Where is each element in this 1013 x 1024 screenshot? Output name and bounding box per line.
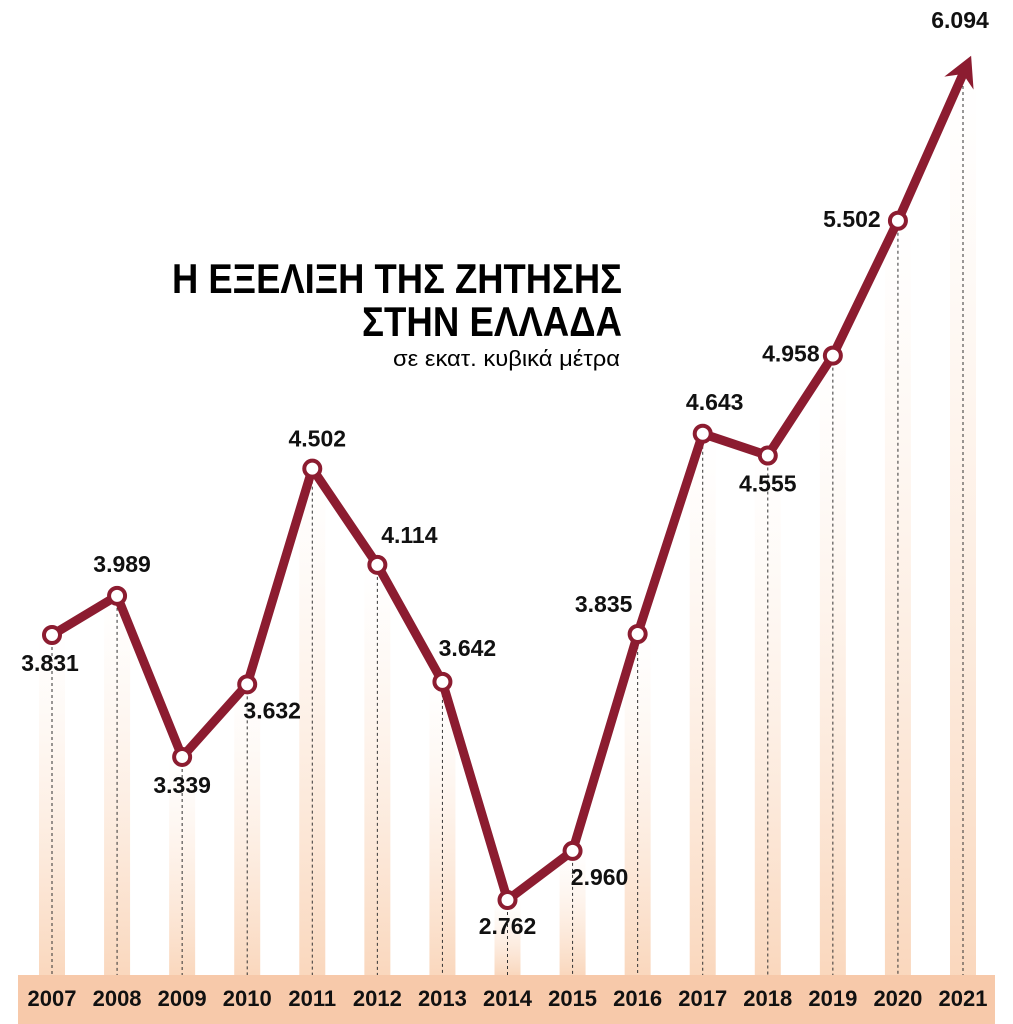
x-tick-label: 2015 bbox=[548, 986, 597, 1011]
data-point bbox=[107, 585, 128, 606]
data-point bbox=[692, 423, 713, 444]
value-label: 3.339 bbox=[153, 772, 211, 798]
x-tick-label: 2009 bbox=[158, 986, 207, 1011]
x-tick-label: 2008 bbox=[93, 986, 142, 1011]
value-label: 3.642 bbox=[439, 635, 497, 661]
x-tick-label: 2019 bbox=[808, 986, 857, 1011]
data-point bbox=[432, 671, 453, 692]
x-tick-label: 2012 bbox=[353, 986, 402, 1011]
x-tick-label: 2021 bbox=[939, 986, 988, 1011]
x-tick-label: 2013 bbox=[418, 986, 467, 1011]
arrow-head bbox=[944, 55, 974, 90]
x-axis-band bbox=[18, 975, 995, 1024]
x-tick-label: 2010 bbox=[223, 986, 272, 1011]
x-tick-label: 2018 bbox=[743, 986, 792, 1011]
data-point bbox=[172, 746, 193, 767]
value-label: 3.989 bbox=[93, 551, 151, 577]
x-tick-label: 2011 bbox=[288, 986, 336, 1011]
value-label: 4.502 bbox=[289, 426, 347, 452]
value-label: 2.762 bbox=[479, 913, 537, 939]
data-point bbox=[302, 458, 323, 479]
value-stripe bbox=[104, 595, 131, 975]
chart-title: Η ΕΞΕΛΙΞΗ ΤΗΣ ΖΗΤΗΣΗΣ bbox=[172, 255, 622, 302]
value-label: 4.958 bbox=[762, 341, 820, 367]
value-label: 4.114 bbox=[381, 522, 437, 548]
x-tick-label: 2017 bbox=[678, 986, 727, 1011]
data-point bbox=[42, 624, 62, 645]
value-label: 4.643 bbox=[686, 389, 744, 415]
value-stripe bbox=[884, 220, 911, 976]
data-point bbox=[367, 554, 388, 575]
chart-title: ΣΤΗΝ ΕΛΛΑΔΑ bbox=[362, 298, 622, 345]
value-label: 6.094 bbox=[931, 7, 989, 33]
x-tick-label: 2020 bbox=[873, 986, 922, 1011]
chart-subtitle: σε εκατ. κυβικά μέτρα bbox=[393, 346, 620, 371]
x-tick-label: 2007 bbox=[28, 986, 77, 1011]
value-label: 5.502 bbox=[823, 206, 881, 232]
data-point bbox=[822, 345, 843, 366]
x-tick-label: 2014 bbox=[483, 986, 533, 1011]
value-label: 4.555 bbox=[739, 471, 797, 497]
value-label: 3.632 bbox=[243, 697, 301, 723]
data-point bbox=[562, 840, 583, 861]
value-label: 3.831 bbox=[21, 650, 79, 676]
value-label: 2.960 bbox=[571, 864, 629, 890]
data-point bbox=[887, 210, 908, 231]
data-point bbox=[757, 445, 778, 466]
data-point bbox=[627, 624, 648, 645]
data-point bbox=[237, 674, 258, 695]
x-tick-label: 2016 bbox=[613, 986, 662, 1011]
value-label: 3.835 bbox=[575, 591, 633, 617]
data-point bbox=[497, 890, 518, 910]
